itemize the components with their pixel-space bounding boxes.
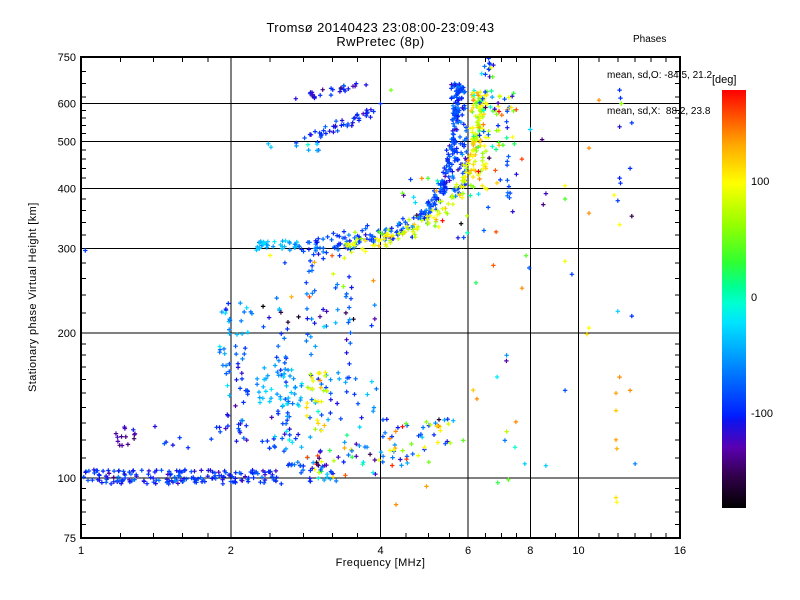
x-axis-label: Frequency [MHz] — [335, 557, 426, 569]
svg-text:500: 500 — [58, 137, 76, 149]
scatter-points — [82, 58, 638, 507]
svg-text:75: 75 — [64, 533, 76, 545]
svg-text:600: 600 — [58, 99, 76, 111]
phase-stats-o-line: mean, sd,O: -84.5, 21.2 — [607, 70, 713, 81]
y-axis-label: Stationary phase Virtual Height [km] — [27, 202, 39, 393]
plot-title: Tromsø 20140423 23:08:00-23:09:43 — [266, 20, 495, 35]
svg-text:4: 4 — [377, 545, 383, 557]
plot-subtitle: RwPretec (8p) — [336, 34, 425, 49]
svg-text:2: 2 — [228, 545, 234, 557]
phase-stats-x-line: mean, sd,X: 88.2, 23.8 — [607, 106, 711, 117]
svg-text:10: 10 — [572, 545, 584, 557]
svg-text:1: 1 — [78, 545, 84, 557]
phase-stats-title: Phases — [633, 34, 667, 45]
svg-text:6: 6 — [465, 545, 471, 557]
svg-text:400: 400 — [58, 183, 76, 195]
svg-text:200: 200 — [58, 328, 76, 340]
svg-text:100: 100 — [58, 473, 76, 485]
svg-text:16: 16 — [674, 545, 686, 557]
svg-text:750: 750 — [58, 52, 76, 64]
phase-stats: Phases mean, sd,O: -84.5, 21.2 mean, sd,… — [607, 10, 712, 142]
colorbar — [722, 90, 746, 508]
svg-text:8: 8 — [527, 545, 533, 557]
svg-text:300: 300 — [58, 243, 76, 255]
colorbar-title: [deg] — [712, 74, 737, 86]
